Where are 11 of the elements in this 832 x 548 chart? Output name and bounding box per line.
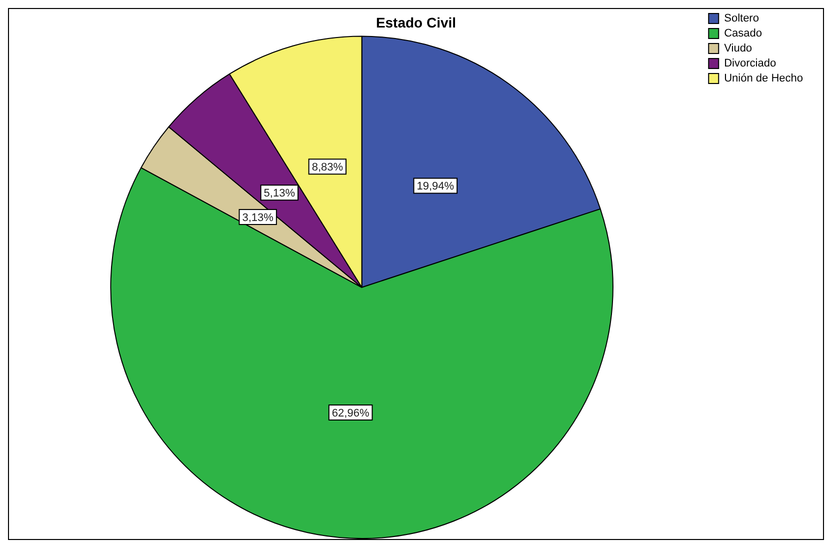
data-label: 3,13% [242, 212, 274, 224]
data-label: 8,83% [312, 162, 344, 174]
legend-label: Viudo [724, 42, 752, 55]
legend-label: Divorciado [724, 58, 776, 70]
data-label: 5,13% [264, 188, 296, 200]
data-label: 62,96% [332, 407, 370, 420]
chart-title: Estado Civil [376, 14, 456, 30]
legend-label: Unión de Hecho [724, 72, 804, 85]
data-label: 19,94% [416, 180, 454, 193]
legend-label: Casado [724, 28, 762, 40]
legend-label: Soltero [724, 12, 759, 25]
